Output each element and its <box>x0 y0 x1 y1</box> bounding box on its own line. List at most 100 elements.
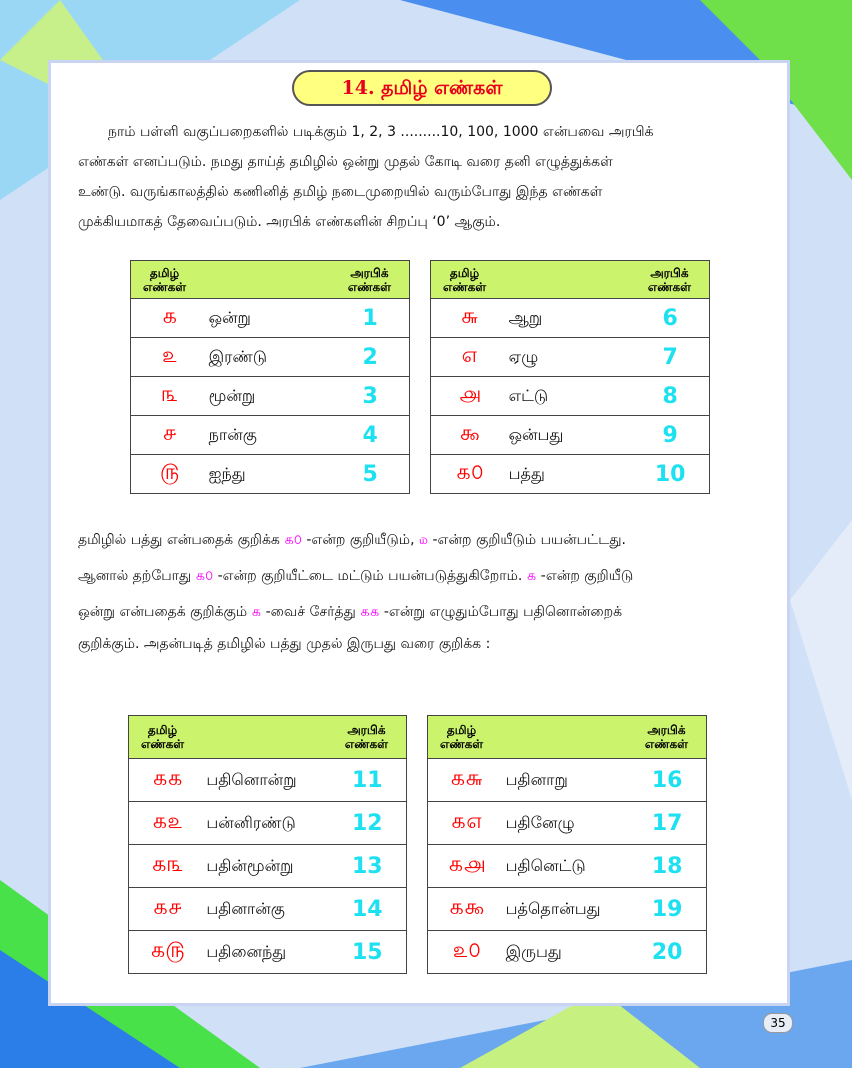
tamil-numeral: ௧ <box>251 604 262 620</box>
table-row: ௧௮ பதினெட்டு 18 <box>426 844 708 888</box>
table-row: ௧௭ பதினேழு 17 <box>426 801 708 845</box>
tamil-numeral: ௧௨ <box>128 801 207 845</box>
table-row: ௧௨ பன்னிரண்டு 12 <box>128 801 407 845</box>
text: -என்ற குறியீட்டை மட்டும் பயன்படுத்துகிறோ… <box>213 568 527 584</box>
tamil-numeral: ௧௦ <box>284 532 302 548</box>
table-row: ௬ ஆறு 6 <box>429 298 711 338</box>
arabic-numeral: 18 <box>628 844 708 888</box>
table-row: ௩ மூன்று 3 <box>129 376 411 416</box>
tamil-numeral: ௯ <box>429 415 509 455</box>
number-word: எட்டு <box>508 376 632 416</box>
tamil-numeral: ௧௬ <box>426 758 506 802</box>
arabic-numeral: 12 <box>328 801 407 845</box>
arabic-numeral: 2 <box>331 337 411 377</box>
text: -என்று எழுதும்போது பதினொன்றைக் <box>379 604 623 620</box>
number-word: பதின்மூன்று <box>206 844 329 888</box>
number-word: இருபது <box>505 930 629 974</box>
table-row: ௨ இரண்டு 2 <box>129 337 411 377</box>
intro-line: எண்கள் எனப்படும். நமது தாய்த் தமிழில் ஒன… <box>78 154 613 170</box>
header-tamil: தமிழ் <box>449 265 480 280</box>
tamil-numeral: ௧௫ <box>128 930 207 974</box>
text: -வைச் சேர்த்து <box>261 604 361 620</box>
arabic-numeral: 10 <box>631 454 711 494</box>
number-word: பதினான்கு <box>206 887 329 931</box>
table-row: ௫ ஐந்து 5 <box>129 454 411 494</box>
arabic-numeral: 11 <box>328 758 407 802</box>
arabic-numeral: 9 <box>631 415 711 455</box>
text: ஆனால் தற்போது <box>78 568 196 584</box>
tamil-numeral: ௧௦ <box>195 568 214 584</box>
table-row: ௧௫ பதினைந்து 15 <box>128 930 407 974</box>
number-word: ஒன்பது <box>508 415 632 455</box>
number-word: பதினெட்டு <box>505 844 629 888</box>
number-word: பதினொன்று <box>206 758 329 802</box>
table-row: ௧௦ பத்து 10 <box>429 454 711 494</box>
text: -என்ற குறியீடும், <box>301 532 419 548</box>
number-word: பதினாறு <box>505 758 629 802</box>
table-row: ௧௧ பதினொன்று 11 <box>128 758 407 802</box>
arabic-numeral: 13 <box>328 844 407 888</box>
header-arabic: எண்கள் <box>344 737 388 751</box>
header-arabic: எண்கள் <box>347 279 391 294</box>
header-tamil: எண்கள் <box>141 737 185 751</box>
arabic-numeral: 4 <box>331 415 411 455</box>
header-tamil: எண்கள் <box>143 279 187 294</box>
header-arabic: அரபிக் <box>350 265 389 280</box>
header-arabic: அரபிக் <box>650 265 689 280</box>
intro-line: முக்கியமாகத் தேவைப்படும். அரபிக் எண்களின… <box>78 214 501 230</box>
table-row: ௪ நான்கு 4 <box>129 415 411 455</box>
number-word: பன்னிரண்டு <box>206 801 329 845</box>
tamil-numeral: ௧௪ <box>128 887 207 931</box>
number-word: ஐந்து <box>208 454 332 494</box>
text: ஒன்று என்பதைக் குறிக்கும் <box>78 604 252 620</box>
table-row: ௧௪ பதினான்கு 14 <box>128 887 407 931</box>
arabic-numeral: 8 <box>631 376 711 416</box>
arabic-numeral: 19 <box>628 887 708 931</box>
number-word: நான்கு <box>208 415 332 455</box>
arabic-numeral: 16 <box>628 758 708 802</box>
header-tamil: எண்கள் <box>440 737 484 751</box>
arabic-numeral: 20 <box>628 930 708 974</box>
header-arabic: அரபிக் <box>647 723 686 737</box>
tamil-numeral: ௧ <box>526 568 537 584</box>
tamil-numeral: ௧௯ <box>426 887 506 931</box>
header-tamil: தமிழ் <box>147 723 178 737</box>
table-row: ௭ ஏழு 7 <box>429 337 711 377</box>
tamil-numeral: ௧ <box>129 298 209 338</box>
number-word: பத்தொன்பது <box>505 887 629 931</box>
header-arabic: எண்கள் <box>647 279 691 294</box>
tamil-numeral: ௫ <box>129 454 209 494</box>
numbers-table-6-10: தமிழ் எண்கள் அரபிக் எண்கள் ௬ ஆறு 6 ௭ ஏழு 7 ௮ எட்டு 8… <box>429 260 711 494</box>
tamil-numeral: ௧௦ <box>429 454 509 494</box>
tamil-numeral: ௧௧ <box>128 758 207 802</box>
text: -என்ற குறியீடும் பயன்பட்டது. <box>428 532 626 548</box>
tamil-numeral: ௧௮ <box>426 844 506 888</box>
number-word: மூன்று <box>208 376 332 416</box>
tamil-numeral: ௬ <box>429 298 509 338</box>
number-word: ஆறு <box>508 298 632 338</box>
header-tamil: எண்கள் <box>443 279 487 294</box>
numbers-table-1-5: தமிழ் எண்கள் அரபிக் எண்கள் ௧ ஒன்று 1 ௨ இரண்டு 2 ௩ ம… <box>129 260 411 494</box>
arabic-numeral: 3 <box>331 376 411 416</box>
arabic-numeral: 6 <box>631 298 711 338</box>
numbers-table-16-20: தமிழ் எண்கள் அரபிக் எண்கள் ௧௬ பதினாறு 16 ௧௭ பதின… <box>426 715 708 974</box>
table-row: ௮ எட்டு 8 <box>429 376 711 416</box>
tamil-numeral: ௭ <box>429 337 509 377</box>
arabic-numeral: 5 <box>331 454 411 494</box>
number-word: ஏழு <box>508 337 632 377</box>
tamil-numeral: ௮ <box>429 376 509 416</box>
number-word: இரண்டு <box>208 337 332 377</box>
header-tamil: தமிழ் <box>149 265 180 280</box>
tamil-numeral: ௰ <box>418 532 429 548</box>
header-arabic: அரபிக் <box>347 723 386 737</box>
header-arabic: எண்கள் <box>644 737 688 751</box>
numbers-table-11-15: தமிழ் எண்கள் அரபிக் எண்கள் ௧௧ பதினொன்று 11 ௧௨ பன… <box>128 715 407 974</box>
table-row: ௧௩ பதின்மூன்று 13 <box>128 844 407 888</box>
number-word: பதினேழு <box>505 801 629 845</box>
number-word: பதினைந்து <box>206 930 329 974</box>
tamil-numeral: ௩ <box>129 376 209 416</box>
intro-line: நாம் பள்ளி வகுப்பறைகளில் படிக்கும் 1, 2,… <box>108 124 654 140</box>
arabic-numeral: 7 <box>631 337 711 377</box>
arabic-numeral: 17 <box>628 801 708 845</box>
table-row: ௨௦ இருபது 20 <box>426 930 708 974</box>
